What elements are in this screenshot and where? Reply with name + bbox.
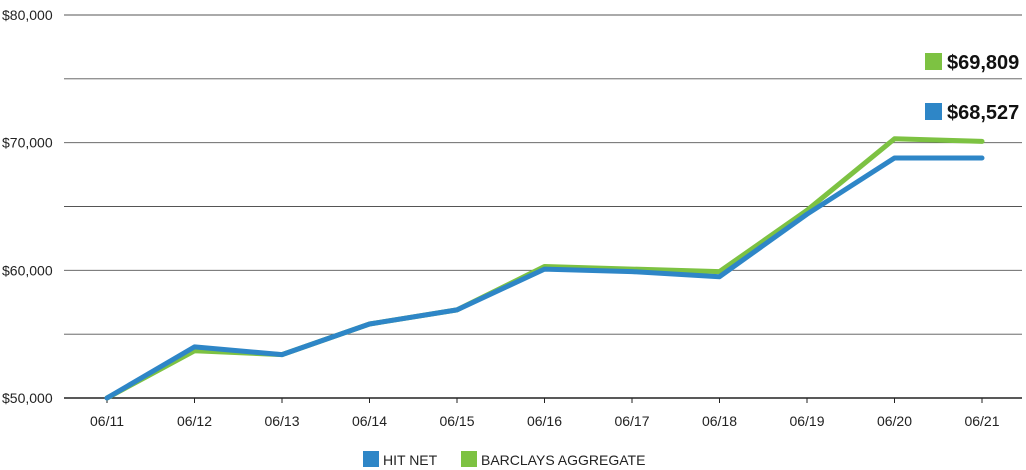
grid-lines bbox=[64, 14, 1022, 399]
legend-label: BARCLAYS AGGREGATE bbox=[481, 452, 645, 468]
series-lines bbox=[104, 136, 985, 401]
x-tick-label: 06/14 bbox=[352, 413, 387, 429]
y-tick-label: $50,000 bbox=[2, 390, 53, 406]
end-labels: $69,809 $68,527 bbox=[925, 52, 1019, 124]
end-label-swatch bbox=[925, 103, 942, 120]
x-tick-label: 06/12 bbox=[177, 413, 212, 429]
end-label-swatch bbox=[925, 53, 942, 70]
x-tick-label: 06/17 bbox=[614, 413, 649, 429]
legend-label: HIT NET bbox=[383, 452, 438, 468]
legend: HIT NET BARCLAYS AGGREGATE bbox=[363, 451, 645, 468]
x-tick-label: 06/15 bbox=[439, 413, 474, 429]
x-tick-label: 06/21 bbox=[964, 413, 999, 429]
y-tick-label: $80,000 bbox=[2, 7, 53, 23]
x-tick-label: 06/11 bbox=[90, 413, 124, 429]
x-tick-label: 06/20 bbox=[877, 413, 912, 429]
legend-swatch bbox=[461, 451, 477, 467]
y-axis-ticks: $50,000 $60,000 $70,000 $80,000 bbox=[2, 7, 53, 406]
y-tick-label: $60,000 bbox=[2, 262, 53, 278]
end-value-label: $69,809 bbox=[947, 52, 1019, 74]
y-tick-label: $70,000 bbox=[2, 135, 53, 151]
x-tick-label: 06/19 bbox=[789, 413, 824, 429]
x-axis-ticks: 06/11 06/12 06/13 06/14 06/15 06/16 06/17 06/18… bbox=[90, 398, 1000, 429]
x-tick-label: 06/16 bbox=[527, 413, 562, 429]
end-value-label: $68,527 bbox=[947, 102, 1019, 124]
legend-swatch bbox=[363, 451, 379, 467]
series-line bbox=[104, 155, 985, 401]
x-tick-label: 06/13 bbox=[264, 413, 299, 429]
x-tick-label: 06/18 bbox=[702, 413, 737, 429]
